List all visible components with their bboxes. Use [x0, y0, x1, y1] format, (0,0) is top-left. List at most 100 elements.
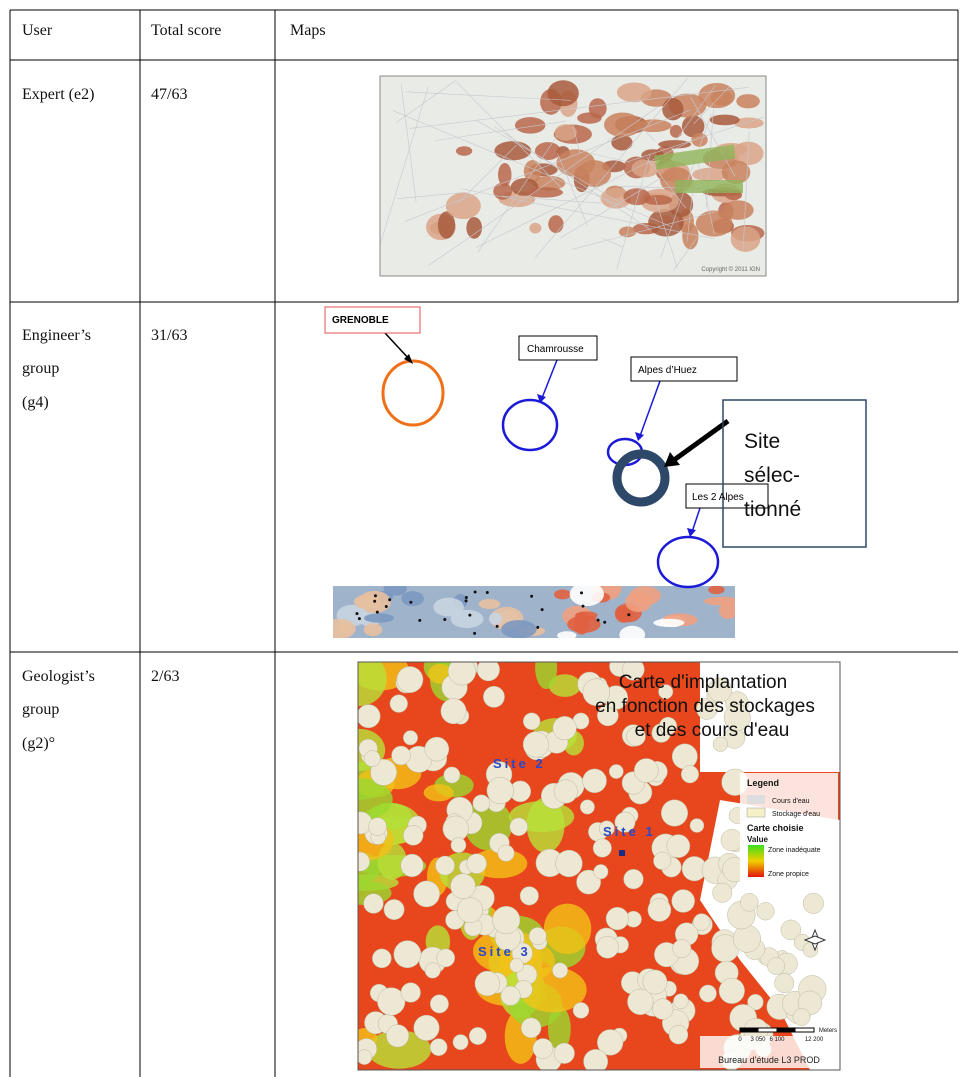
relief — [433, 597, 464, 617]
buffer — [658, 684, 674, 700]
relief — [653, 618, 685, 627]
buffer — [668, 1024, 689, 1045]
score-cell: 31/63 — [151, 327, 187, 344]
relief — [557, 631, 577, 638]
buffer — [450, 837, 467, 853]
buffer — [712, 736, 729, 752]
arrow — [541, 359, 558, 399]
relief — [681, 115, 705, 138]
dot — [468, 613, 472, 617]
road — [400, 84, 417, 202]
dot — [418, 618, 422, 622]
buffer — [522, 712, 541, 730]
dot — [473, 631, 477, 635]
buffer — [528, 927, 547, 946]
relief — [450, 609, 484, 629]
buffer — [486, 777, 514, 805]
dot — [536, 625, 540, 629]
zone — [535, 662, 558, 690]
buffer — [680, 765, 699, 784]
road — [676, 84, 716, 140]
buffer — [476, 662, 500, 682]
buffer — [689, 818, 705, 833]
zone — [366, 1030, 432, 1069]
relief — [554, 124, 577, 141]
north-arrow — [803, 928, 827, 952]
buffer — [605, 907, 629, 931]
place-label: Chamrousse — [527, 344, 584, 355]
legend-ramp — [748, 845, 764, 877]
relief — [698, 82, 736, 109]
expert-map — [380, 76, 766, 276]
legend-item: Stockage d'eau — [772, 811, 820, 818]
relief — [616, 82, 652, 103]
buffer — [509, 817, 528, 836]
buffer — [622, 662, 645, 681]
buffer — [413, 1014, 440, 1041]
relief — [445, 192, 481, 220]
dot — [596, 618, 600, 622]
user-cell: (g2)° — [22, 735, 55, 752]
road — [396, 80, 456, 123]
relief — [573, 612, 590, 635]
buffer — [579, 799, 595, 815]
relief — [455, 146, 473, 156]
relief — [703, 596, 735, 606]
buffer — [386, 1024, 410, 1048]
buffer — [468, 1027, 487, 1045]
buffer — [358, 811, 373, 835]
buffer — [358, 704, 381, 729]
label-box — [685, 483, 769, 509]
relief — [695, 210, 733, 237]
road — [409, 86, 749, 129]
table-grid — [9, 9, 959, 1077]
dot — [355, 612, 359, 616]
relief — [718, 602, 735, 619]
header-cell: Total score — [151, 22, 221, 39]
road — [646, 157, 686, 209]
relief — [437, 211, 456, 239]
user-cell: Expert (e2) — [22, 86, 94, 103]
buffer — [597, 1029, 624, 1056]
buffer — [712, 882, 733, 903]
relief — [669, 124, 683, 138]
relief — [529, 222, 542, 234]
zone — [654, 144, 736, 170]
buffer — [402, 730, 418, 746]
buffer — [377, 987, 406, 1016]
road — [690, 96, 736, 177]
buffer — [358, 851, 370, 872]
buffer — [767, 957, 786, 975]
relief — [514, 117, 546, 134]
site-label: Site 3 — [478, 944, 531, 959]
relief — [466, 216, 483, 239]
arrow-head — [687, 528, 696, 537]
header-cell: User — [22, 22, 53, 39]
dot — [627, 613, 631, 617]
relief — [619, 625, 646, 638]
dot — [495, 624, 499, 628]
place-label: Alpes d’Huez — [638, 365, 697, 376]
relief — [709, 114, 740, 126]
road — [673, 238, 697, 271]
buffer — [509, 958, 524, 973]
road — [654, 196, 678, 269]
relief — [600, 187, 632, 209]
buffer — [474, 970, 501, 997]
scale-label: 3 050 — [750, 1037, 766, 1043]
road — [380, 86, 429, 244]
road — [616, 153, 651, 270]
user-cell: Engineer’s — [22, 327, 91, 344]
scalebar — [739, 1027, 815, 1033]
buffer — [623, 869, 644, 890]
legend-value: Value — [747, 835, 768, 844]
map-title: et des cours d'eau — [635, 720, 790, 741]
road — [405, 91, 571, 101]
road — [392, 110, 672, 228]
user-cell: (g4) — [22, 394, 49, 411]
buffer — [756, 902, 775, 921]
buffer — [389, 694, 408, 713]
road — [590, 153, 630, 163]
relief — [554, 589, 572, 600]
